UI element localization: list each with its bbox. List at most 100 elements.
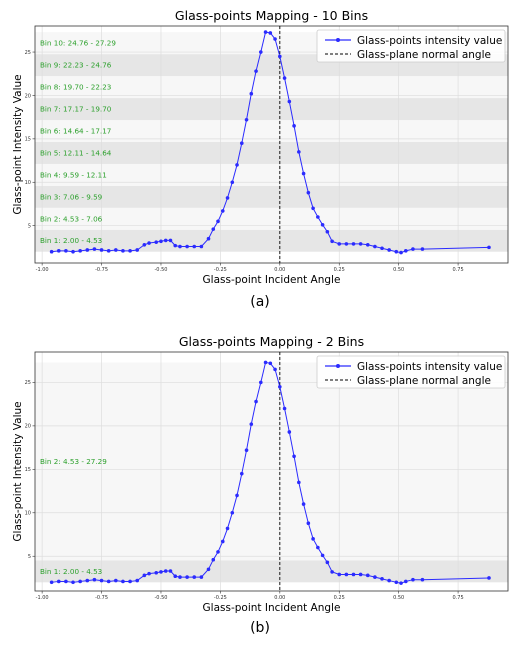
data-point (311, 206, 315, 211)
data-point (71, 249, 75, 254)
bin-band (35, 362, 508, 561)
legend: Glass-points intensity value Glass-plane … (316, 29, 506, 63)
data-point (306, 190, 311, 195)
data-point (192, 575, 197, 579)
legend-marker-intensity (336, 38, 340, 42)
data-point (185, 575, 189, 579)
data-point (192, 244, 197, 249)
data-point (178, 575, 182, 579)
data-point (163, 569, 168, 573)
data-point (121, 579, 125, 584)
data-point (278, 54, 282, 59)
data-point (330, 570, 334, 574)
data-point (206, 236, 211, 241)
x-tick-label: 0.00 (274, 267, 285, 273)
data-point (154, 240, 159, 244)
data-point (387, 578, 391, 583)
data-point (273, 367, 277, 372)
data-point (220, 539, 225, 544)
x-tick-label: -0.50 (155, 595, 168, 601)
data-point (230, 180, 235, 185)
data-point (147, 571, 151, 576)
data-point (282, 76, 287, 80)
data-point (244, 117, 249, 122)
x-tick-label: -0.25 (214, 595, 227, 601)
plot-frame (34, 25, 509, 264)
bin-label: Bin 7: 17.17 - 19.70 (40, 105, 112, 114)
data-point (320, 553, 325, 558)
data-point (306, 521, 311, 526)
data-point (99, 578, 104, 583)
data-point (235, 163, 239, 167)
data-point (365, 242, 370, 247)
bin-label: Bin 1: 2.00 - 4.53 (40, 236, 102, 245)
data-point (216, 550, 220, 554)
data-point (249, 91, 254, 96)
data-point (411, 247, 415, 251)
data-point (365, 573, 370, 578)
data-point (403, 579, 408, 584)
data-point (316, 545, 320, 550)
chart-2-bins: Bin 1: 2.00 - 4.53 Bin 2: 4.53 - 27.29 -1.… (12, 334, 509, 636)
data-point (99, 248, 104, 252)
bin-label: Bin 2: 4.53 - 27.29 (40, 457, 107, 466)
data-point (106, 249, 111, 253)
data-point (399, 581, 403, 585)
legend-marker-intensity (336, 364, 340, 368)
data-point (128, 579, 132, 584)
x-axis-label: Glass-point Incident Angle (203, 602, 341, 614)
bin-label: Bin 6: 14.64 - 17.17 (40, 127, 111, 136)
y-tick-label: 10 (25, 511, 31, 517)
data-point (273, 37, 277, 41)
data-point (71, 580, 75, 585)
data-point (85, 248, 90, 252)
data-point (239, 471, 244, 476)
y-tick-label: 5 (28, 554, 31, 560)
x-tick-label: 0.00 (274, 595, 285, 601)
data-point (49, 249, 54, 254)
data-point (135, 578, 140, 583)
bin-band (35, 76, 508, 99)
data-point (168, 569, 173, 573)
data-point (49, 580, 54, 585)
data-point (106, 579, 111, 584)
bin-label: Bin 9: 22.23 - 24.76 (40, 61, 112, 70)
x-tick-label: 0.50 (393, 267, 404, 273)
legend-label-normal: Glass-plane normal angle (357, 375, 491, 387)
bin-band (35, 229, 508, 252)
data-point (92, 577, 97, 582)
data-point (380, 577, 384, 581)
data-point (56, 249, 61, 253)
bin-label: Bin 5: 12.11 - 14.64 (40, 148, 112, 157)
data-point (420, 247, 425, 251)
data-point (168, 238, 173, 243)
data-point (387, 248, 391, 252)
x-tick-label: 0.25 (334, 267, 345, 273)
data-point (211, 227, 216, 231)
legend: Glass-points intensity value Glass-plane … (316, 355, 506, 389)
data-point (78, 579, 82, 584)
bin-band (35, 141, 508, 164)
data-point (320, 223, 325, 227)
data-point (163, 238, 168, 243)
data-point (373, 244, 377, 249)
chart-title: Glass-points Mapping - 2 Bins (179, 334, 364, 349)
data-point (297, 480, 301, 485)
x-tick-label: 0.75 (453, 595, 464, 601)
data-point (311, 537, 315, 541)
data-point (249, 422, 254, 426)
data-point (268, 31, 273, 35)
x-tick-label: -0.25 (214, 267, 227, 273)
x-tick-label: -0.50 (155, 267, 168, 273)
x-tick-label: 0.50 (393, 595, 404, 601)
data-point (154, 570, 159, 575)
data-point (114, 248, 118, 252)
data-point (351, 242, 356, 246)
data-point (380, 246, 384, 251)
data-point (178, 244, 182, 249)
bin-band (35, 163, 508, 186)
data-point (337, 242, 342, 246)
data-point (394, 249, 399, 254)
data-point (56, 579, 61, 584)
